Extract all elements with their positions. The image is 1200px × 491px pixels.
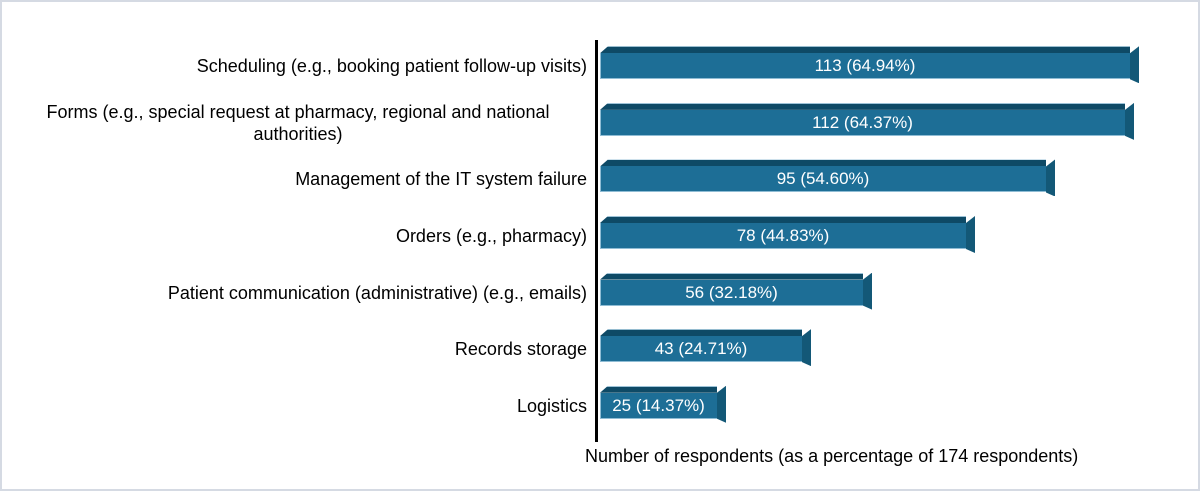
bar: 78 (44.83%) <box>600 216 975 254</box>
category-label: Patient communication (administrative) (… <box>167 282 587 303</box>
chart-row: Forms (e.g., special request at pharmacy… <box>2 95 1172 152</box>
bar-value-label: 113 (64.94%) <box>814 56 916 76</box>
chart-row: Records storage 43 (24.71%) <box>2 321 1172 378</box>
y-axis-line <box>595 40 598 442</box>
bar-cell: 95 (54.60%) <box>600 159 1172 197</box>
bar: 56 (32.18%) <box>600 272 872 310</box>
chart-row: Management of the IT system failure 95 (5… <box>2 151 1172 208</box>
category-label: Orders (e.g., pharmacy) <box>395 226 587 247</box>
chart-row: Scheduling (e.g., booking patient follow… <box>2 38 1172 95</box>
bar-right-face <box>1130 46 1139 84</box>
category-label: Scheduling (e.g., booking patient follow… <box>196 56 587 77</box>
bar: 95 (54.60%) <box>600 159 1055 197</box>
bar-right-face <box>717 385 726 423</box>
bar-value-label: 78 (44.83%) <box>736 226 830 246</box>
bar: 43 (24.71%) <box>600 329 811 367</box>
bar-cell: 25 (14.37%) <box>600 385 1172 423</box>
bar-cell: 43 (24.71%) <box>600 329 1172 367</box>
category-label-cell: Patient communication (administrative) (… <box>9 282 587 304</box>
bar-right-face <box>1125 102 1134 140</box>
bar-top-face <box>600 272 863 280</box>
category-label: Forms (e.g., special request at pharmacy… <box>46 101 550 144</box>
bar-cell: 56 (32.18%) <box>600 272 1172 310</box>
bar-value-label: 95 (54.60%) <box>776 169 870 189</box>
bar-right-face <box>802 329 811 367</box>
category-label: Records storage <box>454 339 587 360</box>
bar-cell: 112 (64.37%) <box>600 102 1172 140</box>
bar-right-face <box>1046 159 1055 197</box>
bar: 112 (64.37%) <box>600 102 1134 140</box>
bar-cell: 113 (64.94%) <box>600 46 1172 84</box>
category-label: Management of the IT system failure <box>295 169 587 190</box>
category-label-cell: Records storage <box>9 338 587 360</box>
bar-value-label: 43 (24.71%) <box>654 339 748 359</box>
category-label-cell: Scheduling (e.g., booking patient follow… <box>9 55 587 77</box>
bar-top-face <box>600 159 1046 167</box>
bar-top-face <box>600 46 1130 54</box>
bar-right-face <box>863 272 872 310</box>
category-label-cell: Management of the IT system failure <box>9 168 587 190</box>
x-axis-title: Number of respondents (as a percentage o… <box>585 446 1079 466</box>
category-label-cell: Forms (e.g., special request at pharmacy… <box>9 101 587 145</box>
bar: 25 (14.37%) <box>600 385 726 423</box>
bar-value-label: 25 (14.37%) <box>612 395 705 415</box>
category-label-cell: Logistics <box>9 395 587 417</box>
bar-right-face <box>966 216 975 254</box>
bar-top-face <box>600 102 1125 110</box>
bar-value-label: 56 (32.18%) <box>685 282 778 302</box>
chart-row: Orders (e.g., pharmacy) 78 (44.83%) <box>2 208 1172 265</box>
category-label: Logistics <box>516 395 587 416</box>
bar-chart-rows: Scheduling (e.g., booking patient follow… <box>2 38 1172 434</box>
bar-top-face <box>600 329 802 337</box>
bar-top-face <box>600 385 717 393</box>
bar-top-face <box>600 216 966 224</box>
bar: 113 (64.94%) <box>600 46 1139 84</box>
chart-row: Logistics 25 (14.37%) <box>2 377 1172 434</box>
category-label-cell: Orders (e.g., pharmacy) <box>9 225 587 247</box>
bar-cell: 78 (44.83%) <box>600 216 1172 254</box>
chart-row: Patient communication (administrative) (… <box>2 264 1172 321</box>
bar-value-label: 112 (64.37%) <box>812 112 913 132</box>
